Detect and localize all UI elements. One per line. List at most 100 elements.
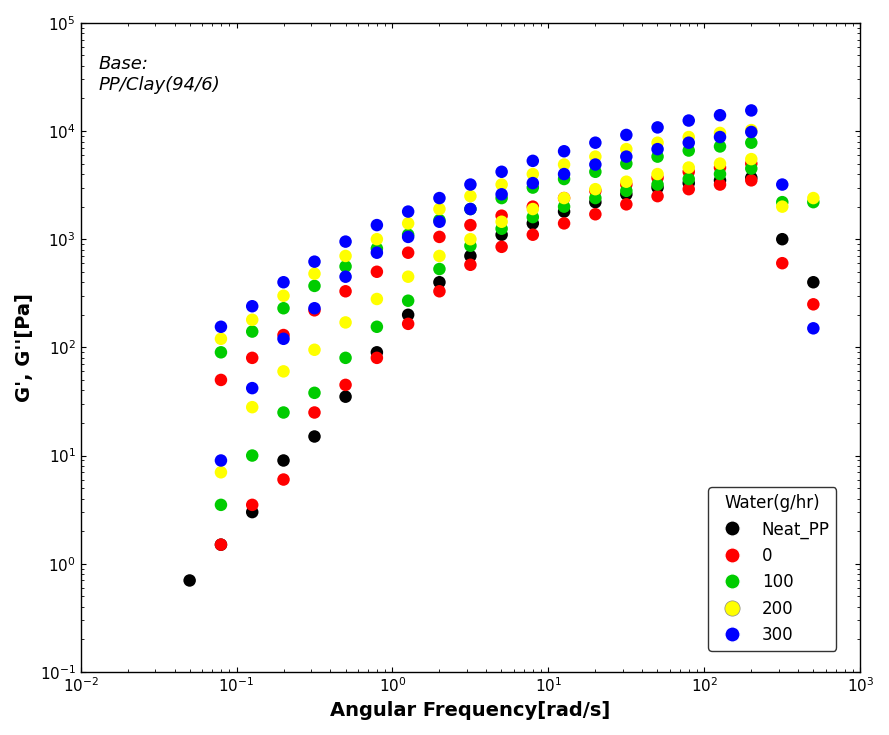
Point (245, 450, 260, 462)
Point (651, 190, 665, 202)
Point (494, 229, 509, 240)
X-axis label: Angular Frequency[rad/s]: Angular Frequency[rad/s] (331, 701, 611, 720)
Point (463, 203, 477, 215)
Point (401, 229, 415, 240)
Point (276, 455, 291, 467)
Point (744, 174, 758, 186)
Point (214, 539, 228, 551)
Point (557, 159, 572, 171)
Point (713, 168, 727, 180)
Point (525, 201, 540, 212)
Point (713, 174, 727, 186)
Point (651, 121, 665, 133)
Point (651, 137, 665, 148)
Point (308, 256, 322, 268)
Point (713, 110, 727, 121)
Point (557, 206, 572, 218)
Point (370, 247, 384, 259)
Point (401, 231, 415, 243)
Point (682, 183, 696, 195)
Point (432, 250, 446, 262)
Point (339, 236, 353, 248)
Point (432, 285, 446, 297)
Point (713, 131, 727, 143)
Point (463, 179, 477, 190)
Point (744, 137, 758, 148)
Point (525, 203, 540, 215)
Point (308, 268, 322, 279)
Point (245, 382, 260, 394)
Point (308, 406, 322, 418)
Point (401, 247, 415, 259)
Point (589, 192, 603, 204)
Point (214, 333, 228, 345)
Point (463, 250, 477, 262)
Point (463, 259, 477, 270)
Point (682, 145, 696, 157)
Point (806, 276, 821, 288)
Point (370, 346, 384, 358)
Point (494, 209, 509, 221)
Point (308, 387, 322, 398)
Point (245, 499, 260, 511)
Point (589, 196, 603, 208)
Point (494, 192, 509, 204)
Point (370, 266, 384, 278)
Point (775, 179, 789, 190)
Point (432, 216, 446, 228)
Point (339, 250, 353, 262)
Point (589, 185, 603, 197)
Point (682, 173, 696, 185)
Point (370, 321, 384, 333)
Point (589, 183, 603, 195)
Point (775, 196, 789, 208)
Point (620, 158, 634, 170)
Point (651, 143, 665, 155)
Point (494, 223, 509, 234)
Point (401, 309, 415, 320)
Point (775, 233, 789, 245)
Point (589, 151, 603, 162)
Point (775, 257, 789, 269)
Point (401, 295, 415, 306)
Point (744, 162, 758, 174)
Point (651, 168, 665, 180)
Point (276, 290, 291, 301)
Point (214, 539, 228, 551)
Point (401, 206, 415, 218)
Point (713, 162, 727, 173)
Point (494, 179, 509, 190)
Point (682, 177, 696, 189)
Point (308, 280, 322, 292)
Point (214, 321, 228, 333)
Point (432, 276, 446, 288)
Point (276, 333, 291, 345)
Point (744, 104, 758, 116)
Point (651, 172, 665, 184)
Point (401, 218, 415, 229)
Point (401, 318, 415, 330)
Point (744, 172, 758, 184)
Point (276, 473, 291, 485)
Point (494, 241, 509, 253)
Point (245, 326, 260, 337)
Point (339, 352, 353, 364)
Point (620, 143, 634, 155)
Point (557, 168, 572, 180)
Point (775, 201, 789, 212)
Point (557, 146, 572, 157)
Point (432, 231, 446, 243)
Text: Base:
PP/Clay(94/6): Base: PP/Clay(94/6) (99, 55, 220, 94)
Point (806, 298, 821, 310)
Point (713, 140, 727, 152)
Point (525, 218, 540, 229)
Point (401, 270, 415, 282)
Point (713, 158, 727, 170)
Point (432, 215, 446, 226)
Point (339, 317, 353, 329)
Point (620, 129, 634, 141)
Point (370, 243, 384, 254)
Point (339, 391, 353, 403)
Point (557, 201, 572, 212)
Point (276, 276, 291, 288)
